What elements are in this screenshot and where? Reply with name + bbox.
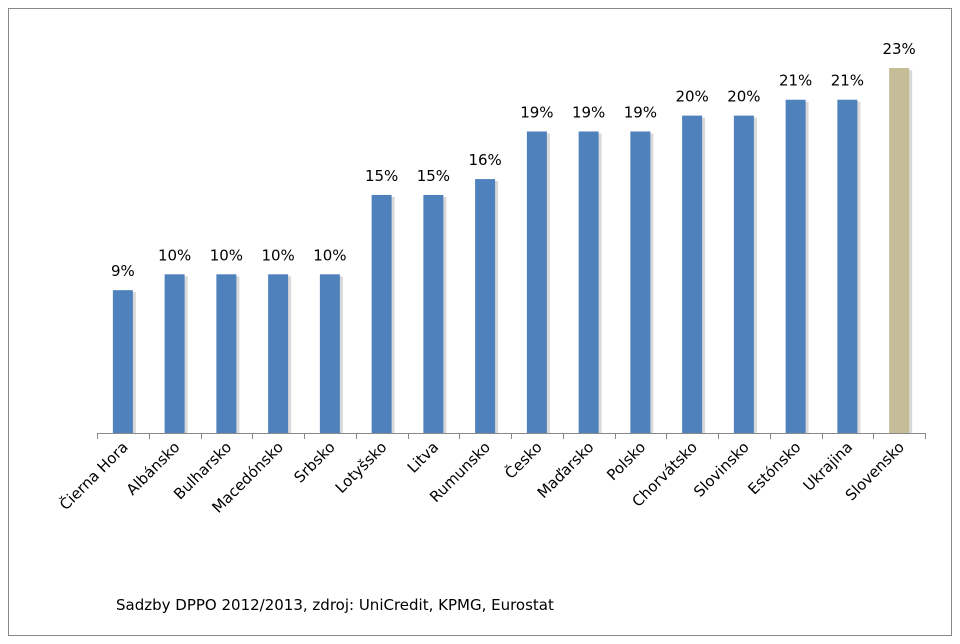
bar	[112, 290, 133, 433]
data-label: 21%	[831, 72, 864, 90]
bar	[785, 99, 806, 433]
bar	[733, 115, 754, 433]
data-label: 10%	[313, 246, 346, 264]
bar	[682, 115, 703, 433]
bar	[164, 274, 185, 433]
data-label: 9%	[111, 262, 135, 280]
data-label: 15%	[417, 167, 450, 185]
data-label: 19%	[624, 103, 657, 121]
data-label: 10%	[210, 246, 243, 264]
data-label: 21%	[779, 72, 812, 90]
data-label: 16%	[468, 151, 501, 169]
bar	[319, 274, 340, 433]
data-label: 20%	[727, 88, 760, 106]
bar	[475, 179, 496, 433]
bar	[578, 131, 599, 433]
bar	[216, 274, 237, 433]
data-label: 15%	[365, 167, 398, 185]
data-label: 19%	[572, 103, 605, 121]
bar	[837, 99, 858, 433]
data-label: 19%	[520, 103, 553, 121]
data-label: 23%	[882, 40, 915, 58]
bar	[268, 274, 289, 433]
bar	[423, 194, 444, 433]
source-note: Sadzby DPPO 2012/2013, zdroj: UniCredit,…	[116, 596, 554, 614]
bar	[371, 194, 392, 433]
bar	[889, 67, 910, 434]
data-label: 10%	[261, 246, 294, 264]
data-label: 10%	[158, 246, 191, 264]
data-label: 20%	[675, 88, 708, 106]
bar	[526, 131, 547, 433]
bar	[630, 131, 651, 433]
